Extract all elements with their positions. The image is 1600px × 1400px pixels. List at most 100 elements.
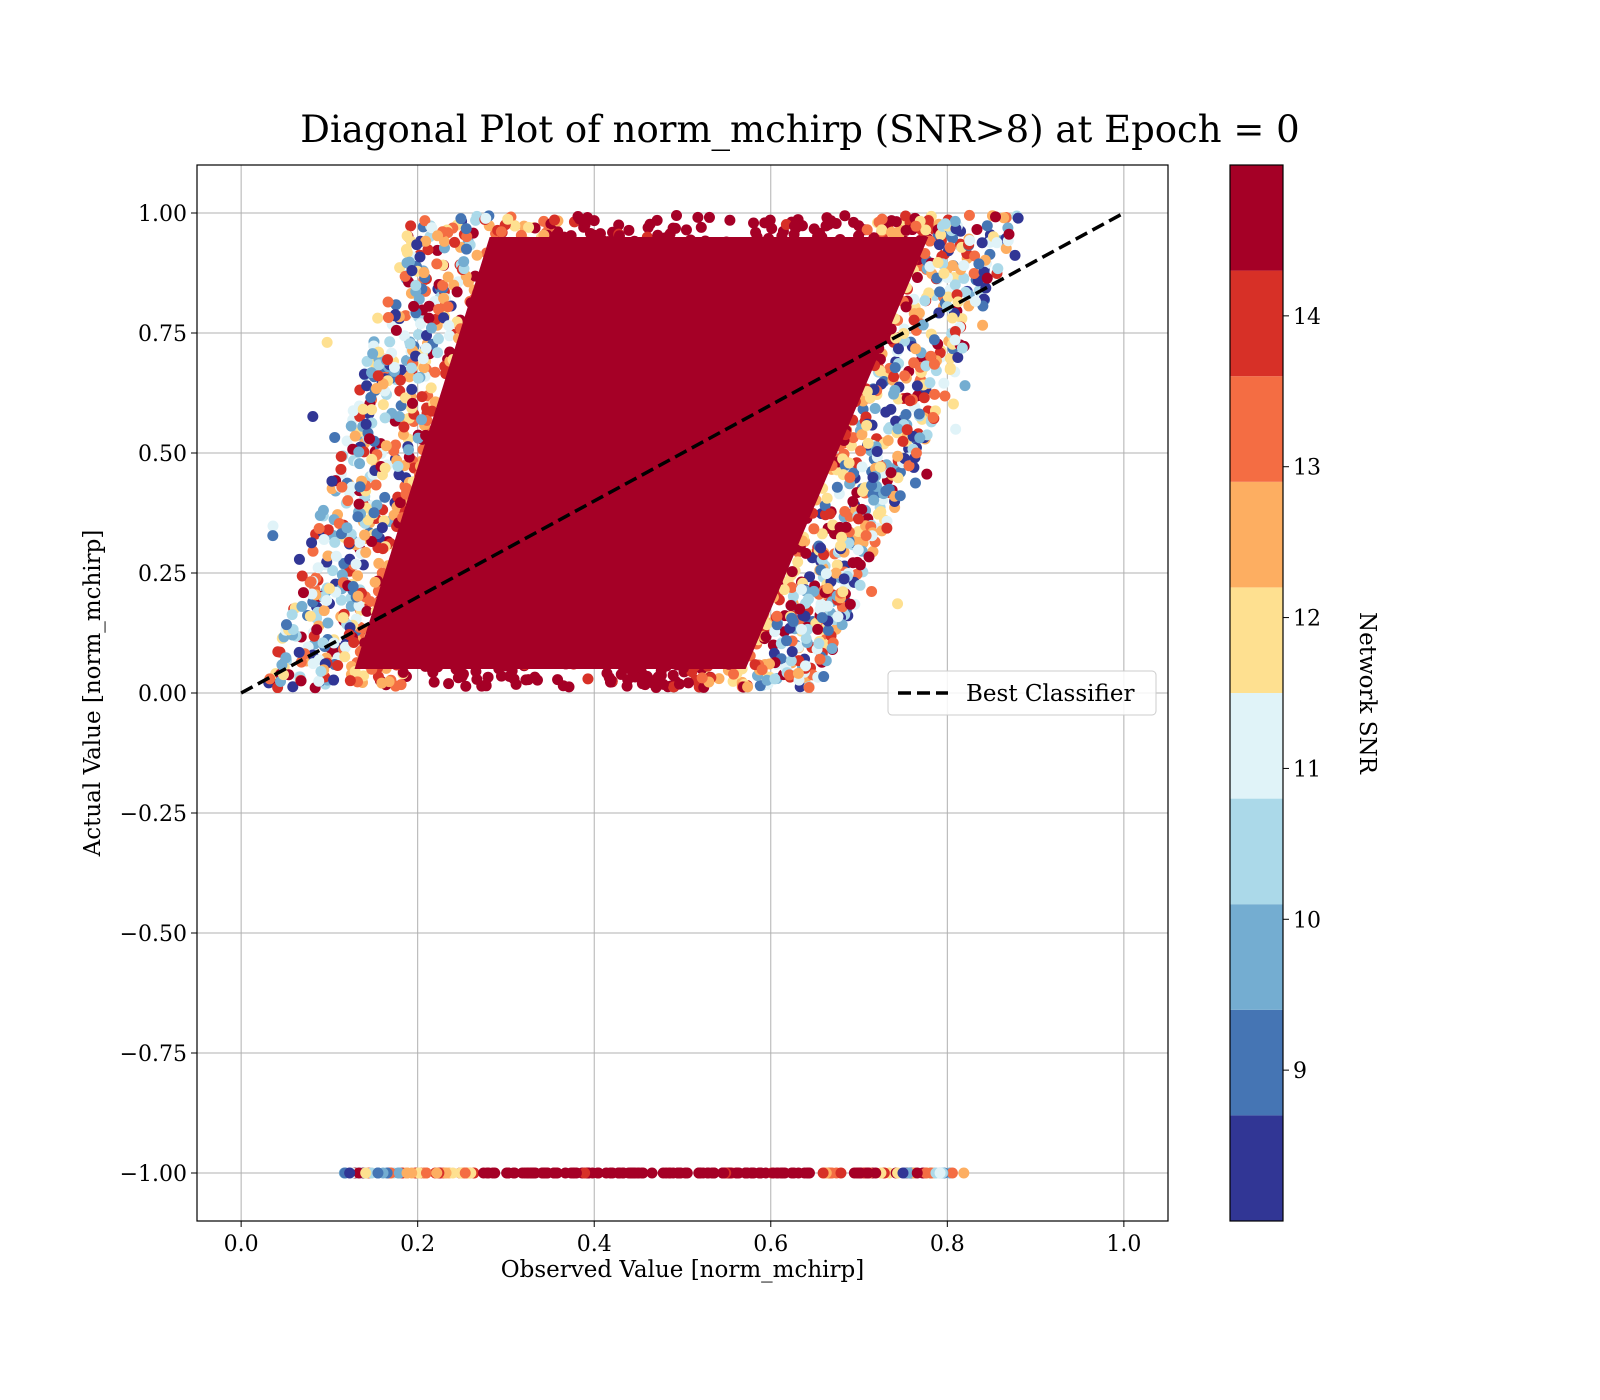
scatter-point (417, 353, 429, 365)
scatter-point (892, 450, 904, 462)
scatter-point (889, 362, 901, 374)
scatter-point (894, 490, 906, 502)
scatter-point (816, 612, 828, 624)
scatter-point (318, 605, 330, 617)
scatter-point (343, 536, 355, 548)
scatter-point-strip (579, 1167, 591, 1179)
scatter-point (800, 633, 812, 645)
scatter-point (335, 463, 347, 475)
scatter-point-strip (767, 1167, 779, 1179)
y-tick-label: −1.00 (120, 1162, 187, 1187)
scatter-point (938, 267, 950, 279)
scatter-point (425, 382, 437, 394)
scatter-point (903, 460, 915, 472)
scatter-point (769, 673, 781, 685)
scatter-point (341, 435, 353, 447)
scatter-point (944, 242, 956, 254)
scatter-point (403, 371, 415, 383)
scatter-point (495, 226, 507, 238)
scatter-point (929, 388, 941, 400)
scatter-point (460, 680, 472, 692)
scatter-point (287, 681, 299, 693)
scatter-point (838, 573, 850, 585)
scatter-point (366, 535, 378, 547)
scatter-point (831, 481, 843, 493)
scatter-point (892, 598, 904, 610)
scatter-point-strip (717, 1167, 729, 1179)
scatter-point (594, 228, 606, 240)
scatter-point (307, 411, 319, 423)
scatter-point (909, 477, 921, 489)
scatter-point (844, 471, 856, 483)
scatter-point (413, 328, 425, 340)
scatter-point (854, 579, 866, 591)
scatter-point (771, 610, 783, 622)
scatter-point (911, 380, 923, 392)
x-tick-label: 0.6 (753, 1232, 788, 1257)
scatter-point (856, 429, 868, 441)
scatter-point (836, 531, 848, 543)
scatter-point (900, 301, 912, 313)
scatter-point (426, 222, 438, 234)
scatter-point (305, 576, 317, 588)
scatter-point (431, 258, 443, 270)
scatter-point (703, 211, 715, 223)
scatter-point (442, 271, 454, 283)
scatter-point-strip (406, 1167, 418, 1179)
scatter-point (370, 382, 382, 394)
scatter-point (342, 495, 354, 507)
scatter-point (444, 330, 456, 342)
scatter-point (724, 214, 736, 226)
colorbar-label: Network SNR (1354, 612, 1380, 775)
colorbar-color-blocks (1230, 165, 1283, 1221)
scatter-point (307, 658, 319, 670)
scatter-point (897, 435, 909, 447)
scatter-point (919, 295, 931, 307)
scatter-point (352, 590, 364, 602)
scatter-point (673, 678, 685, 690)
scatter-point (369, 576, 381, 588)
scatter-point (470, 214, 482, 226)
scatter-point (949, 325, 961, 337)
scatter-point (458, 256, 470, 268)
scatter-point (416, 414, 428, 426)
x-tick-label: 0.8 (930, 1232, 965, 1257)
scatter-point (373, 557, 385, 569)
scatter-point (460, 243, 472, 255)
scatter-point (437, 279, 449, 291)
scatter-point (818, 671, 830, 683)
scatter-point (840, 521, 852, 533)
legend-entry-best-classifier: Best Classifier (966, 681, 1134, 707)
scatter-point (482, 671, 494, 683)
scatter-point (787, 616, 799, 628)
scatter-point (451, 286, 463, 298)
colorbar-block (1230, 587, 1283, 693)
scatter-point-strip (592, 1167, 604, 1179)
scatter-point (942, 291, 954, 303)
scatter-point (934, 286, 946, 298)
scatter-point (832, 611, 844, 623)
scatter-point (911, 272, 923, 284)
scatter-point (785, 600, 797, 612)
scatter-point (388, 361, 400, 373)
colorbar-tick-label: 12 (1293, 607, 1321, 632)
scatter-point (429, 366, 441, 378)
scatter-point (365, 391, 377, 403)
scatter-point (428, 676, 440, 688)
scatter-point-strip (672, 1167, 684, 1179)
scatter-point (398, 330, 410, 342)
scatter-point (380, 440, 392, 452)
scatter-point (339, 651, 351, 663)
scatter-point (314, 510, 326, 522)
scatter-point (781, 635, 793, 647)
scatter-point (861, 224, 873, 236)
scatter-point (352, 570, 364, 582)
scatter-point (332, 660, 344, 672)
scatter-point (973, 258, 985, 270)
scatter-point (552, 674, 564, 686)
scatter-point (293, 553, 305, 565)
scatter-point (344, 675, 356, 687)
scatter-point (680, 224, 692, 236)
scatter-point (349, 430, 361, 442)
scatter-point (786, 566, 798, 578)
